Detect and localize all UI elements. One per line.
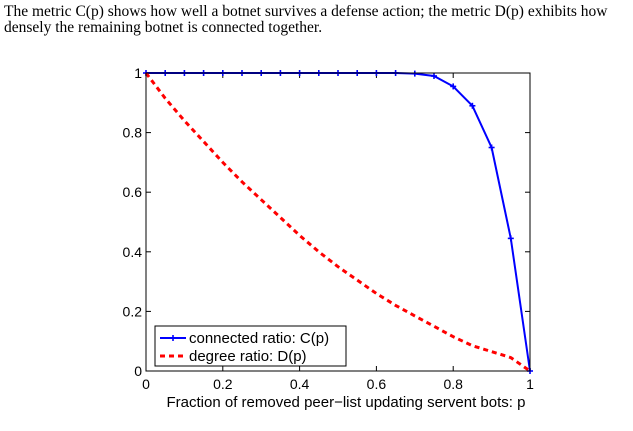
y-tick-label: 0.8 [123, 125, 143, 141]
legend-label-1: connected ratio: C(p) [189, 330, 329, 347]
legend-label-2: degree ratio: D(p) [189, 348, 307, 365]
y-tick-label: 0.6 [123, 184, 143, 200]
data-point [507, 235, 514, 242]
caption-line-2: densely the remaining botnet is connecte… [4, 19, 323, 36]
x-tick-label: 0.8 [443, 376, 463, 392]
plot-frame [145, 72, 531, 372]
y-tick-label: 0.2 [123, 303, 143, 319]
x-tick-label: 0.2 [213, 376, 233, 392]
y-tick-label: 0 [134, 363, 142, 379]
legend-box [154, 325, 347, 367]
series-line-2 [144, 72, 531, 373]
data-point [431, 72, 437, 79]
data-point [450, 83, 457, 90]
x-tick-label: 0.4 [290, 376, 310, 392]
caption-line-1: The metric C(p) shows how well a botnet … [4, 3, 608, 20]
data-point [488, 144, 495, 151]
data-point [469, 102, 476, 109]
x-tick-label: 0.6 [367, 376, 387, 392]
legend: connected ratio: C(p)degree ratio: D(p) [154, 325, 347, 367]
x-tick-label: 0 [142, 376, 150, 392]
data-point [411, 70, 418, 77]
x-axis-title: Fraction of removed peer−list updating s… [167, 394, 526, 411]
y-tick-label: 0.4 [123, 244, 143, 260]
x-tick-label: 1 [526, 376, 534, 392]
figure-caption: The metric C(p) shows how well a botnet … [4, 4, 630, 36]
y-tick-label: 1 [134, 65, 142, 81]
